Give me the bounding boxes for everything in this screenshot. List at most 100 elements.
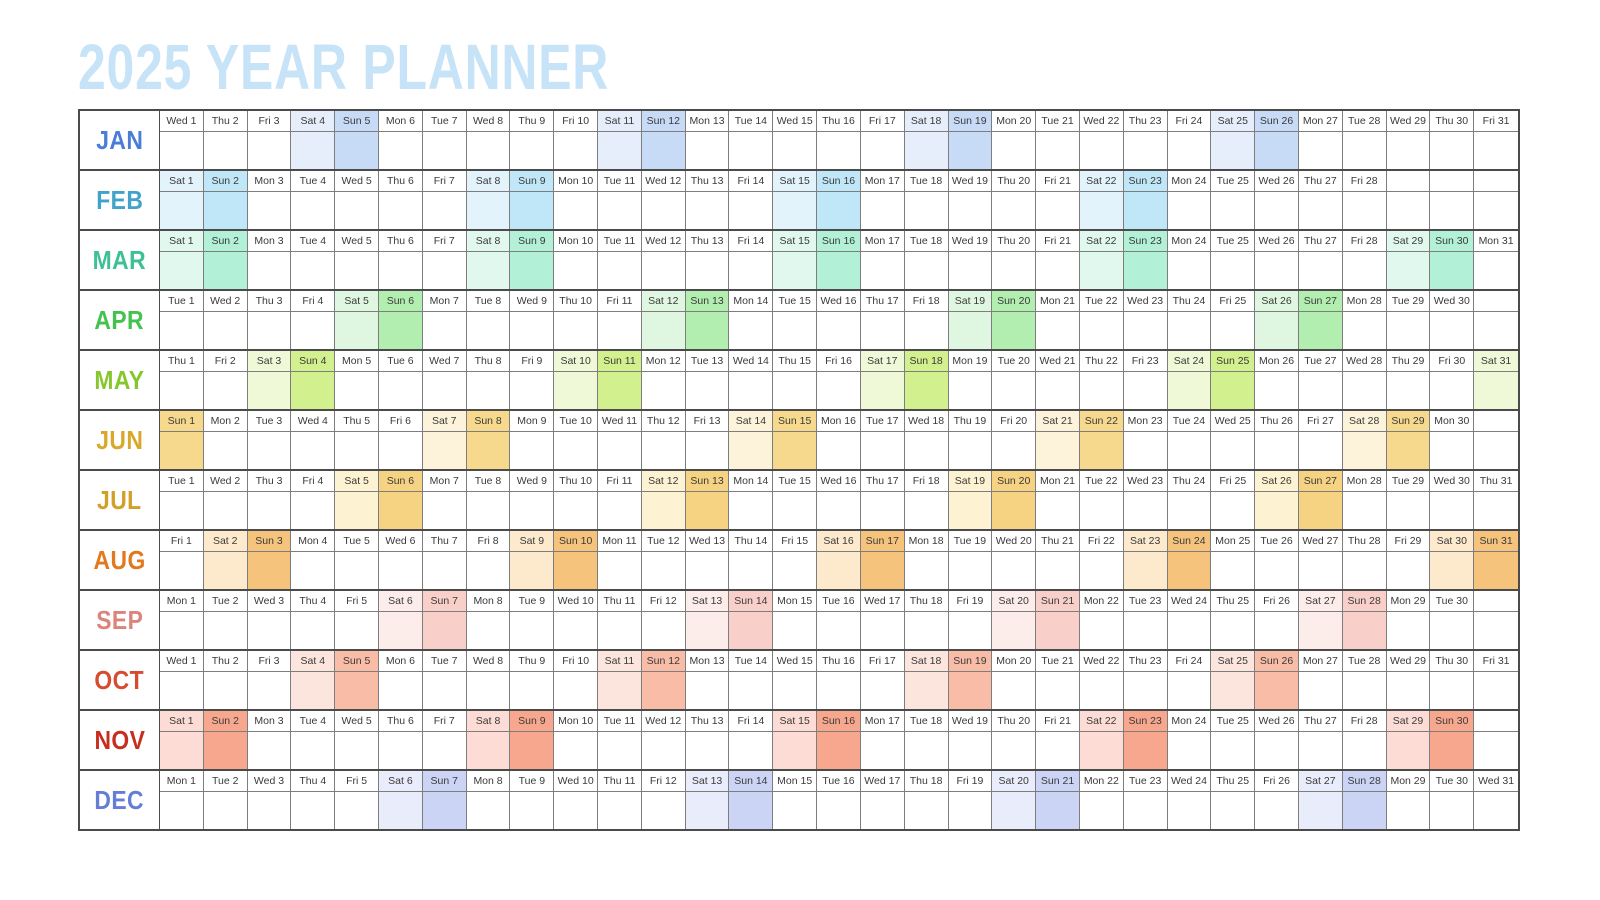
day-header-cell: Fri 7 [422,231,467,252]
day-header-cell: Mon 28 [1342,471,1387,492]
month-label-aug: AUG [80,531,160,589]
month-label-mar: MAR [80,231,160,289]
day-header-cell: Thu 13 [685,711,730,732]
day-body-cell [598,732,642,769]
day-body-cell [1343,552,1387,589]
day-header-cell: Wed 12 [641,231,686,252]
day-body-cell [510,792,555,829]
day-header-cell: Thu 1 [160,351,204,372]
day-body-cell [1255,252,1299,289]
day-header-cell: Tue 30 [1430,591,1475,612]
day-body-cell [1255,372,1299,409]
day-body-cell [1430,792,1475,829]
day-header-cell: Mon 23 [1123,411,1168,432]
day-body-cell [1299,192,1343,229]
day-body-cell [1474,492,1518,529]
month-label-text: JUN [95,424,144,455]
day-body-cell [423,732,467,769]
day-header-cell: Wed 5 [335,711,380,732]
day-header-cell: Thu 27 [1298,711,1343,732]
day-body-cell [467,672,511,709]
day-header-cell: Thu 3 [247,291,292,312]
day-body-cell [992,672,1037,709]
day-header-cell: Tue 29 [1386,471,1431,492]
day-header-cell: Wed 21 [1036,351,1080,372]
day-header-cell: Thu 11 [598,771,642,792]
day-header-cell: Tue 14 [729,651,774,672]
day-body-cell [554,312,599,349]
day-body-cell [1255,792,1299,829]
day-body-cell [1168,132,1212,169]
day-header-cell: Wed 24 [1167,591,1212,612]
day-header-cell: Fri 23 [1123,351,1168,372]
day-header-cell: Sat 17 [860,351,905,372]
day-header-cell: Sat 14 [729,411,774,432]
day-header-cell: Sun 9 [510,171,555,192]
day-body-cell [423,492,467,529]
day-header-cell: Tue 23 [1123,591,1168,612]
day-header-cell: Sun 5 [335,111,380,132]
day-body-cell [510,732,555,769]
day-header-cell: Thu 22 [1079,351,1124,372]
day-header-cell: Mon 10 [554,171,599,192]
day-body-cell [729,552,774,589]
day-header-cell: Tue 19 [948,531,993,552]
day-header-cell: Wed 16 [817,471,861,492]
day-body-cell [992,192,1037,229]
day-body-cell [291,492,336,529]
day-header-cell: Wed 6 [379,531,423,552]
day-header-cell: Thu 10 [554,291,599,312]
day-body-cell [1123,552,1168,589]
day-body-cell [1343,132,1387,169]
day-body-cell [949,192,993,229]
day-header-cell: Tue 25 [1211,231,1256,252]
day-body-cell [423,372,467,409]
day-header-cell: Fri 27 [1298,411,1343,432]
day-body-cell [685,612,730,649]
day-body-cell [773,492,818,529]
day-header-cell: Tue 9 [510,591,555,612]
day-body-cell [1167,552,1212,589]
day-header-cell: Fri 14 [729,231,774,252]
month-label-text: APR [94,304,145,335]
month-label-text: NOV [94,724,145,755]
day-body-cell [554,132,599,169]
day-header-cell: Tue 9 [510,771,555,792]
day-header-cell: Mon 7 [422,291,467,312]
day-body-cell [1342,792,1387,829]
day-body-cell [905,732,949,769]
day-header-cell: Fri 21 [1036,711,1080,732]
day-header-cell: Sun 16 [817,711,861,732]
day-body-cell [1474,792,1518,829]
day-header-cell: Tue 27 [1298,351,1343,372]
day-header-cell: Fri 21 [1036,231,1080,252]
day-body-cell [554,792,599,829]
day-body-cell [1255,312,1299,349]
day-header-cell: Wed 15 [773,651,818,672]
day-header-cell: Sun 6 [379,471,423,492]
month-label-text: MAR [92,244,147,275]
day-header-cell: Tue 28 [1342,651,1387,672]
day-body-cell [992,492,1037,529]
day-body-cell [861,312,905,349]
day-body-cell [641,492,686,529]
day-body-cell [204,792,248,829]
day-body-cell [729,132,774,169]
day-body-cell [861,732,905,769]
day-header-cell: Wed 8 [466,111,511,132]
day-header-cell: Mon 19 [948,351,993,372]
day-body-cell [379,552,423,589]
day-header-cell: Mon 3 [247,171,292,192]
day-body-cell [861,252,905,289]
day-header-cell: Sat 28 [1342,411,1387,432]
day-header-cell: Thu 24 [1167,291,1212,312]
day-header-cell: Thu 2 [203,111,248,132]
day-body-cell [949,372,993,409]
day-body-cell [204,672,248,709]
day-header-cell: Mon 1 [160,591,204,612]
day-header-cell: Tue 25 [1211,171,1256,192]
day-header-cell: Tue 18 [904,711,949,732]
month-label-jun: JUN [80,411,160,469]
day-header-cell: Thu 2 [203,651,248,672]
day-body-cell [423,192,467,229]
